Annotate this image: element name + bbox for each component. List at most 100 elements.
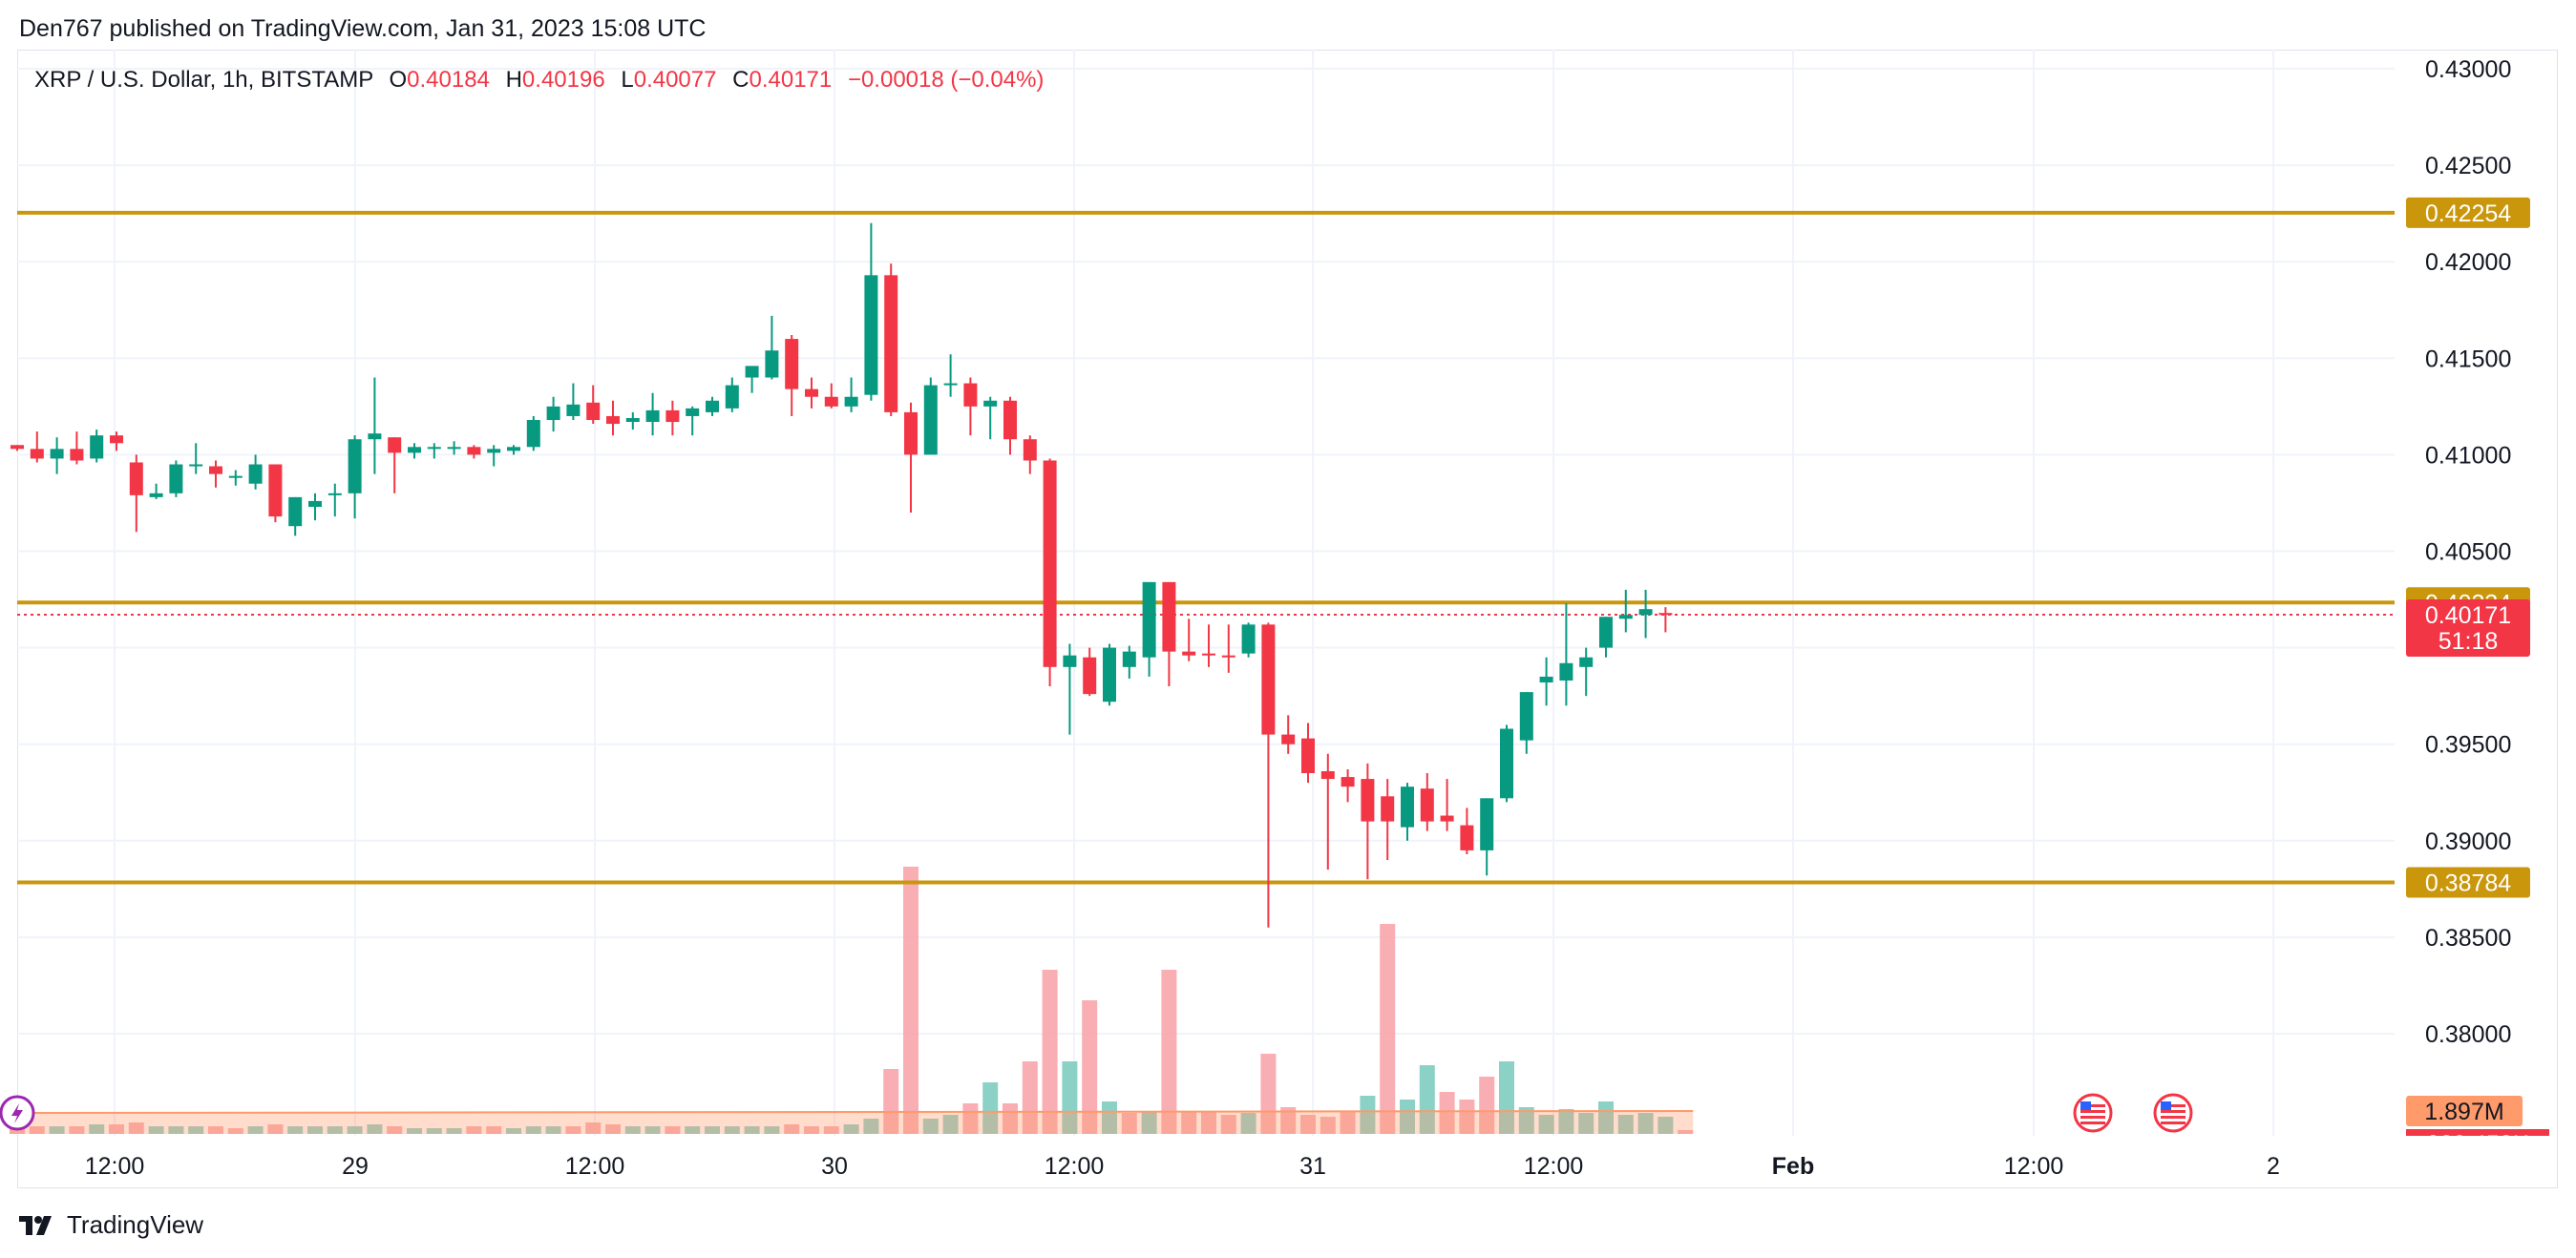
x-tick-label: 12:00 — [85, 1153, 145, 1180]
candle-body — [1023, 439, 1037, 461]
candle-body — [725, 385, 739, 409]
candle-body — [1658, 613, 1673, 616]
symbol-name[interactable]: XRP / U.S. Dollar, 1h, BITSTAMP — [34, 67, 373, 93]
volume-bar — [585, 1122, 602, 1134]
low-value: 0.40077 — [633, 67, 717, 93]
candle-body — [1559, 662, 1573, 681]
tradingview-logo[interactable]: TradingView — [19, 1210, 203, 1240]
x-tick-label: 29 — [342, 1153, 369, 1180]
x-tick-label: 30 — [821, 1153, 848, 1180]
low-label: L — [621, 67, 634, 93]
candle-body — [1519, 692, 1533, 741]
volume-bar — [1479, 1077, 1495, 1134]
volume-bar — [506, 1128, 521, 1134]
y-tick-label: 0.41000 — [2425, 442, 2511, 469]
y-tick-label: 0.42000 — [2425, 249, 2511, 276]
candle-body — [963, 383, 978, 407]
volume-bar — [724, 1126, 740, 1134]
volume-bar — [1578, 1113, 1594, 1134]
x-tick-label: 12:00 — [1524, 1153, 1584, 1180]
volume-bar — [1320, 1117, 1336, 1134]
volume-bar — [922, 1119, 939, 1134]
volume-bar — [267, 1124, 284, 1134]
volume-bar — [1617, 1115, 1634, 1134]
y-tick-label: 0.41500 — [2425, 346, 2511, 372]
candle-body — [228, 475, 243, 478]
volume-bar — [1340, 1111, 1356, 1134]
volume-bar — [29, 1126, 45, 1134]
candle-body — [11, 445, 24, 450]
y-tick-label: 0.38000 — [2425, 1021, 2511, 1048]
candle-body — [1122, 651, 1136, 667]
candle-body — [983, 400, 998, 407]
volume-bar — [1459, 1100, 1475, 1134]
candle-body — [1281, 734, 1296, 744]
volume-bar — [1082, 1000, 1098, 1134]
volume-bar — [208, 1126, 223, 1134]
candle-body — [30, 449, 44, 459]
event-markers — [0, 1093, 2193, 1133]
volume-bar — [1181, 1111, 1197, 1134]
volume-bar — [1400, 1100, 1415, 1134]
high-label: H — [505, 67, 522, 93]
volume-bar — [1637, 1113, 1654, 1134]
volume-bar — [128, 1122, 144, 1134]
candle-body — [70, 449, 84, 461]
y-tick-label: 0.43000 — [2425, 56, 2511, 83]
candle-body — [1638, 609, 1653, 616]
volume-bar — [843, 1124, 859, 1134]
volume-bar — [744, 1126, 760, 1134]
candle-body — [1261, 624, 1276, 735]
candle-body — [1341, 777, 1355, 787]
volume-bar — [883, 1069, 899, 1134]
volume-bar — [1022, 1061, 1038, 1134]
volume-bar — [168, 1126, 184, 1134]
volume-bar — [942, 1115, 959, 1134]
volume-bar — [89, 1124, 105, 1134]
candlesticks — [11, 222, 1673, 928]
volume-bar — [1360, 1096, 1376, 1134]
level-price-badge — [2406, 197, 2530, 228]
x-tick-label: 31 — [1299, 1153, 1326, 1180]
level-price-badge — [2406, 867, 2530, 898]
volume-moving-average — [9, 1110, 1694, 1134]
candle-body — [824, 396, 838, 407]
candle-body — [1618, 615, 1633, 619]
flag-stripe — [2161, 1104, 2185, 1107]
volume-bar — [1380, 924, 1396, 1134]
flag-canton — [2080, 1101, 2091, 1110]
flag-stripe — [2161, 1116, 2185, 1119]
candle-body — [606, 415, 620, 425]
candle-body — [209, 466, 222, 474]
candle-body — [864, 275, 878, 395]
volume-bar — [1201, 1111, 1216, 1134]
us-flag-icon — [2073, 1093, 2113, 1133]
volume-bar — [109, 1124, 124, 1134]
candle-body — [1083, 657, 1097, 695]
flag-stripe — [2080, 1116, 2105, 1119]
volume-bar — [565, 1126, 581, 1134]
candle-body — [706, 400, 719, 412]
tradingview-logo-icon — [19, 1215, 52, 1235]
candle-body — [526, 420, 540, 448]
volume-bar — [227, 1128, 243, 1134]
volume-bar — [1240, 1113, 1256, 1134]
candle-body — [904, 411, 918, 455]
candle-body — [665, 409, 680, 423]
candle-body — [844, 396, 858, 407]
close-value: 0.40171 — [749, 67, 833, 93]
chart-frame[interactable] — [17, 50, 2558, 1188]
candle-body — [447, 447, 461, 450]
candle-body — [1500, 728, 1513, 799]
volume-bars — [10, 867, 1694, 1134]
time-axis: 12:00 29 12:00 30 12:00 31 12:00 Feb 12:00 2 — [85, 1153, 2280, 1180]
volume-bar — [1280, 1107, 1297, 1134]
candle-body — [884, 275, 898, 412]
candle-body — [1063, 655, 1077, 667]
candle-body — [586, 402, 601, 421]
volume-bar — [407, 1128, 422, 1134]
volume-bar — [446, 1128, 462, 1134]
volume-bar — [466, 1126, 482, 1134]
volume-bar — [347, 1126, 363, 1134]
